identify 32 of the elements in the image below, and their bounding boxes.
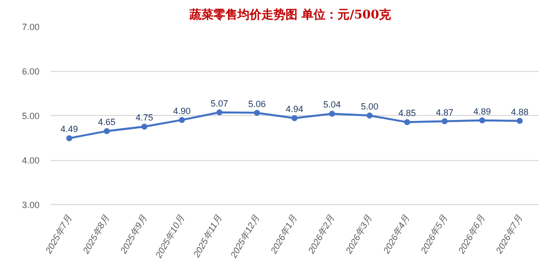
text: 4.94 — [286, 104, 304, 114]
point — [329, 110, 336, 117]
y-tick-label: 4.00 — [22, 156, 40, 166]
point — [516, 118, 523, 124]
text: 4.85 — [398, 108, 416, 118]
y-tick-label: 7.00 — [22, 22, 40, 32]
point — [141, 124, 148, 130]
text: 5.06 — [248, 98, 266, 109]
point — [66, 135, 72, 142]
text: 4.87 — [436, 107, 454, 118]
point — [404, 119, 410, 126]
point — [292, 115, 298, 122]
text: 5.07 — [210, 98, 228, 108]
text: 4.89 — [473, 106, 491, 116]
y-tick-label: 6.00 — [22, 66, 40, 76]
point — [442, 118, 448, 124]
text: 5.00 — [360, 102, 378, 112]
text: 5.04 — [323, 100, 341, 110]
chart-title: 蔬菜零售均价走势图 单位：元/500克 — [188, 8, 392, 22]
point — [216, 109, 222, 116]
text: 4.90 — [173, 106, 191, 116]
text: 4.49 — [60, 124, 78, 134]
point — [104, 128, 110, 134]
point — [479, 117, 486, 124]
point — [178, 116, 185, 123]
point — [254, 110, 260, 116]
y-tick-label: 3.00 — [22, 200, 40, 210]
text: 4.65 — [98, 117, 116, 128]
point — [366, 112, 373, 118]
text: 4.75 — [136, 112, 154, 123]
y-tick-label: 5.00 — [22, 111, 40, 121]
text: 4.88 — [510, 106, 529, 117]
